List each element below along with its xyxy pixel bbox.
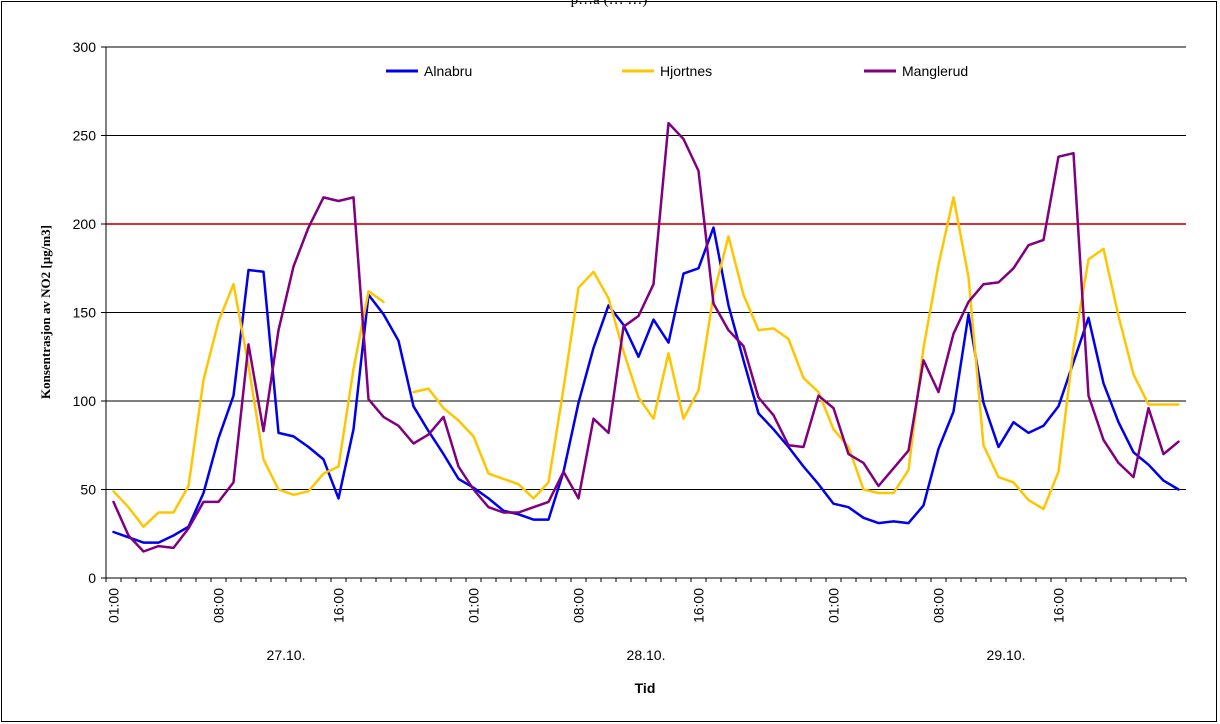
y-tick-label-0: 0: [88, 570, 96, 586]
axes: [101, 46, 1187, 582]
y-tick-label-150: 150: [73, 305, 97, 321]
series-line-alnabru: [112, 226, 1180, 544]
y-tick-label-200: 200: [73, 216, 97, 232]
x-tick-label: 01:00: [826, 588, 842, 623]
y-axis-label: Konsentrasjon av NO2 [µg/m3]: [38, 225, 53, 399]
x-tick-label: 16:00: [691, 588, 707, 623]
day-label: 27.10.: [267, 647, 306, 663]
series-line-hjortnes: [412, 196, 1180, 511]
series-line-hjortnes: [112, 282, 385, 528]
legend-label-hjortnes: Hjortnes: [660, 63, 712, 79]
legend-label-manglerud: Manglerud: [902, 63, 968, 79]
y-tick-label-300: 300: [73, 39, 97, 55]
chart-title-fragment: p…a (… …): [570, 0, 648, 8]
y-tick-label-100: 100: [73, 393, 97, 409]
day-label: 29.10.: [987, 647, 1026, 663]
grid-lines: [106, 46, 1186, 490]
x-tick-label: 08:00: [571, 588, 587, 623]
x-tick-label: 01:00: [466, 588, 482, 623]
series-hjortnes: [112, 196, 1180, 528]
x-tick-label: 16:00: [331, 588, 347, 623]
series-manglerud: [112, 121, 1180, 553]
series-line-manglerud: [112, 121, 1180, 553]
series-lines: [112, 121, 1180, 553]
legend: Alnabru Hjortnes Manglerud: [386, 63, 968, 79]
day-label: 28.10.: [627, 647, 666, 663]
x-tick-label: 08:00: [931, 588, 947, 623]
series-alnabru: [112, 226, 1180, 544]
x-tick-label: 01:00: [106, 588, 122, 623]
x-axis-label: Tid: [635, 680, 656, 696]
y-tick-label-50: 50: [80, 482, 96, 498]
legend-label-alnabru: Alnabru: [424, 63, 472, 79]
x-tick-label: 16:00: [1051, 588, 1067, 623]
y-tick-label-250: 250: [73, 128, 97, 144]
tick-labels: 0 50 100 150 200 250 300 01:00 08:00 16:00 01:00 08…: [73, 39, 1067, 663]
x-tick-label: 08:00: [211, 588, 227, 623]
